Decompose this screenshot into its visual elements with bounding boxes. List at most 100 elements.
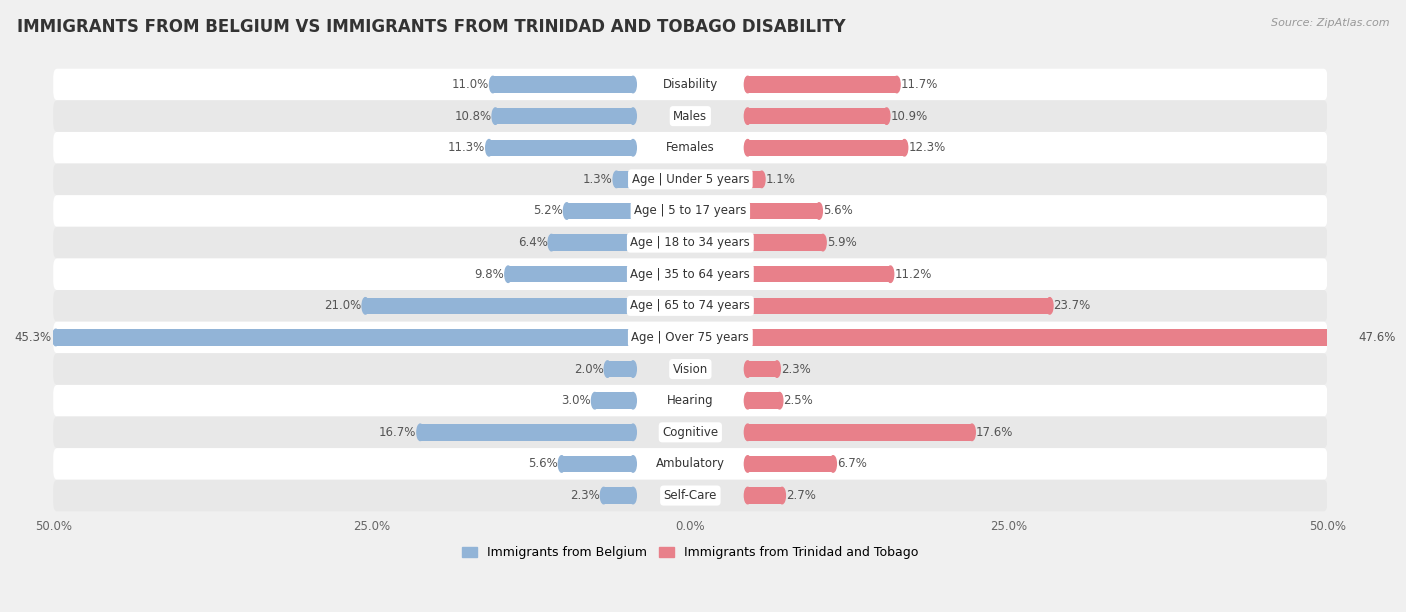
Bar: [748, 203, 820, 219]
Text: 9.8%: 9.8%: [475, 267, 505, 281]
Circle shape: [492, 108, 499, 124]
Text: 16.7%: 16.7%: [380, 426, 416, 439]
Circle shape: [969, 424, 976, 441]
Text: 11.7%: 11.7%: [901, 78, 938, 91]
Circle shape: [605, 361, 610, 377]
Circle shape: [758, 171, 765, 188]
Bar: [366, 297, 633, 314]
FancyBboxPatch shape: [53, 100, 1327, 132]
Circle shape: [744, 297, 751, 314]
Circle shape: [558, 456, 565, 472]
Text: IMMIGRANTS FROM BELGIUM VS IMMIGRANTS FROM TRINIDAD AND TOBAGO DISABILITY: IMMIGRANTS FROM BELGIUM VS IMMIGRANTS FR…: [17, 18, 845, 36]
Text: Age | 5 to 17 years: Age | 5 to 17 years: [634, 204, 747, 217]
Bar: [748, 140, 904, 156]
Circle shape: [548, 234, 555, 251]
Circle shape: [1046, 297, 1053, 314]
Circle shape: [901, 140, 908, 156]
Bar: [748, 487, 782, 504]
Text: 23.7%: 23.7%: [1053, 299, 1091, 312]
Text: 10.8%: 10.8%: [454, 110, 492, 122]
FancyBboxPatch shape: [53, 69, 1327, 100]
Text: Hearing: Hearing: [666, 394, 714, 407]
Circle shape: [744, 234, 751, 251]
Bar: [748, 266, 890, 283]
Bar: [56, 329, 633, 346]
Circle shape: [418, 424, 423, 441]
Text: 47.6%: 47.6%: [1358, 331, 1395, 344]
Text: 11.2%: 11.2%: [894, 267, 932, 281]
Text: 5.6%: 5.6%: [529, 457, 558, 471]
Bar: [420, 424, 633, 441]
Text: 5.9%: 5.9%: [827, 236, 856, 249]
Circle shape: [744, 456, 751, 472]
Circle shape: [485, 140, 492, 156]
Circle shape: [630, 456, 637, 472]
Circle shape: [630, 297, 637, 314]
Text: 2.3%: 2.3%: [569, 489, 600, 502]
Bar: [748, 171, 762, 188]
Text: Females: Females: [666, 141, 714, 154]
Bar: [495, 108, 633, 124]
Bar: [748, 108, 887, 124]
FancyBboxPatch shape: [53, 448, 1327, 480]
Text: 45.3%: 45.3%: [15, 331, 52, 344]
Text: Age | Under 5 years: Age | Under 5 years: [631, 173, 749, 186]
Circle shape: [630, 171, 637, 188]
Circle shape: [744, 266, 751, 283]
Bar: [567, 203, 633, 219]
Circle shape: [830, 456, 837, 472]
Circle shape: [600, 487, 607, 504]
FancyBboxPatch shape: [53, 290, 1327, 322]
Circle shape: [744, 487, 751, 504]
Text: Age | 65 to 74 years: Age | 65 to 74 years: [630, 299, 751, 312]
Text: Ambulatory: Ambulatory: [655, 457, 725, 471]
Bar: [603, 487, 633, 504]
Circle shape: [744, 424, 751, 441]
Text: 1.3%: 1.3%: [583, 173, 613, 186]
Text: Vision: Vision: [672, 362, 709, 376]
Circle shape: [887, 266, 894, 283]
Bar: [489, 140, 633, 156]
Bar: [551, 234, 633, 251]
Circle shape: [630, 361, 637, 377]
Text: 6.4%: 6.4%: [517, 236, 547, 249]
FancyBboxPatch shape: [53, 322, 1327, 353]
FancyBboxPatch shape: [53, 385, 1327, 417]
Circle shape: [613, 171, 620, 188]
Text: Age | Over 75 years: Age | Over 75 years: [631, 331, 749, 344]
Bar: [561, 456, 633, 472]
Circle shape: [744, 203, 751, 219]
Text: 21.0%: 21.0%: [325, 299, 361, 312]
Bar: [748, 234, 823, 251]
Circle shape: [630, 108, 637, 124]
Circle shape: [744, 329, 751, 346]
Circle shape: [744, 140, 751, 156]
FancyBboxPatch shape: [53, 480, 1327, 512]
Circle shape: [1351, 329, 1358, 346]
Bar: [748, 76, 897, 93]
Text: 2.0%: 2.0%: [574, 362, 603, 376]
Text: 10.9%: 10.9%: [890, 110, 928, 122]
Circle shape: [815, 203, 823, 219]
FancyBboxPatch shape: [53, 227, 1327, 258]
Bar: [595, 392, 633, 409]
Text: Source: ZipAtlas.com: Source: ZipAtlas.com: [1271, 18, 1389, 28]
Circle shape: [776, 392, 783, 409]
Bar: [616, 171, 633, 188]
Bar: [494, 76, 633, 93]
FancyBboxPatch shape: [53, 417, 1327, 448]
FancyBboxPatch shape: [53, 195, 1327, 227]
Circle shape: [489, 76, 496, 93]
Text: 2.7%: 2.7%: [786, 489, 815, 502]
Circle shape: [773, 361, 780, 377]
Text: Age | 18 to 34 years: Age | 18 to 34 years: [630, 236, 751, 249]
Bar: [748, 424, 972, 441]
Circle shape: [820, 234, 827, 251]
Circle shape: [630, 329, 637, 346]
Bar: [508, 266, 633, 283]
Bar: [748, 329, 1354, 346]
Circle shape: [893, 76, 900, 93]
FancyBboxPatch shape: [53, 353, 1327, 385]
Text: 1.1%: 1.1%: [765, 173, 796, 186]
Text: 17.6%: 17.6%: [976, 426, 1014, 439]
